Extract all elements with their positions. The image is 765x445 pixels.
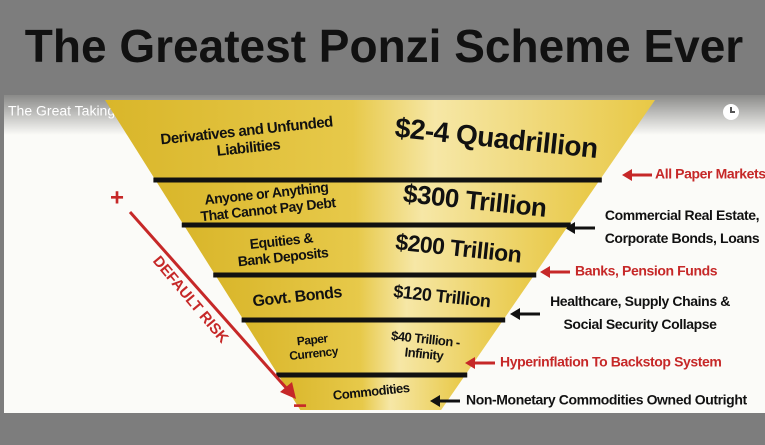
pyramid-level xyxy=(183,225,569,275)
risk-arrow xyxy=(128,211,290,391)
level-value: $40 Trillion - xyxy=(390,328,460,350)
level-label: Liabilities xyxy=(216,136,281,160)
pyramid-level xyxy=(155,180,600,225)
level-note: All Paper Markets xyxy=(655,166,765,182)
level-label: Paper xyxy=(296,331,329,348)
level-label: Equities & xyxy=(249,229,314,252)
level-value: Infinity xyxy=(404,344,445,363)
level-note: Corporate Bonds, Loans xyxy=(605,230,760,246)
video[interactable]: The Great Taking - Documentary Derivativ… xyxy=(4,95,765,419)
level-note: Healthcare, Supply Chains & xyxy=(550,293,730,309)
level-note: Banks, Pension Funds xyxy=(575,263,718,279)
risk-minus: − xyxy=(293,392,307,419)
note-arrowhead xyxy=(430,395,440,407)
note-arrowhead xyxy=(465,357,475,369)
note-arrowhead xyxy=(565,222,575,234)
level-note: Social Security Collapse xyxy=(563,316,717,332)
pyramid-level xyxy=(105,100,655,180)
pyramid-level xyxy=(278,375,466,410)
note-arrowhead xyxy=(622,169,632,181)
level-note: Hyperinflation To Backstop System xyxy=(500,354,721,370)
level-label: Currency xyxy=(289,344,340,363)
pyramid-level xyxy=(243,320,504,375)
note-arrowhead xyxy=(510,308,520,320)
level-note: Non-Monetary Commodities Owned Outright xyxy=(466,392,747,408)
risk-plus: + xyxy=(110,184,124,211)
pyramid-level xyxy=(215,275,535,320)
level-note: Commercial Real Estate, xyxy=(605,207,759,223)
note-arrowhead xyxy=(540,266,550,278)
page-title: The Greatest Ponzi Scheme Ever xyxy=(25,20,743,72)
clock-hands xyxy=(730,107,735,113)
risk-arrowhead xyxy=(280,382,296,399)
